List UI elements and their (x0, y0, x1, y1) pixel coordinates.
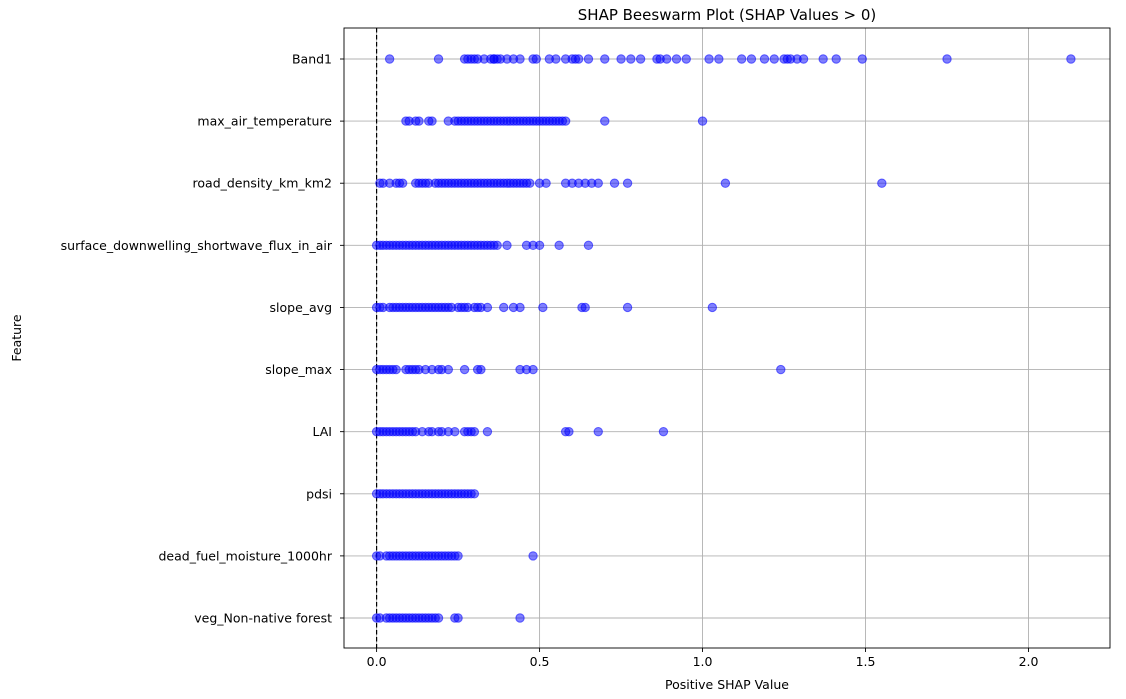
y-tick-label: pdsi (306, 486, 332, 501)
data-point (459, 364, 470, 375)
data-point (798, 54, 809, 64)
data-point (427, 116, 437, 126)
data-point (433, 613, 444, 623)
chart-title: SHAP Beeswarm Plot (SHAP Values > 0) (578, 6, 876, 24)
data-point (469, 489, 480, 499)
data-point (736, 54, 747, 64)
data-point (560, 116, 571, 126)
x-tick-label: 1.0 (693, 654, 713, 669)
data-point (554, 240, 564, 251)
data-point (531, 54, 542, 64)
x-axis-title: Positive SHAP Value (665, 677, 789, 692)
data-point (502, 240, 512, 251)
x-tick-label: 0.5 (530, 654, 550, 669)
data-point (746, 54, 757, 64)
data-point (671, 54, 682, 64)
data-point (1066, 54, 1076, 64)
data-point (609, 178, 620, 188)
data-point (583, 54, 594, 64)
data-point (573, 54, 584, 64)
data-point (551, 54, 561, 64)
data-point (515, 613, 525, 623)
data-point (759, 54, 770, 64)
data-point (476, 364, 486, 375)
data-point (593, 178, 603, 188)
data-point (622, 302, 633, 313)
data-point (662, 54, 672, 64)
data-point (482, 426, 493, 437)
data-point (534, 240, 545, 251)
plot-frame (343, 27, 1111, 649)
x-tick-label: 2.0 (1019, 654, 1039, 669)
data-point (635, 54, 646, 64)
data-point (704, 54, 714, 64)
data-point (414, 116, 424, 126)
data-point (831, 54, 841, 64)
data-point (877, 178, 887, 188)
data-point (492, 240, 502, 251)
y-axis-ticks: Band1 max_air_temperature road_density_km_… (61, 52, 344, 626)
y-tick-label: slope_avg (270, 300, 333, 315)
data-point (942, 54, 952, 64)
y-axis-title: Feature (9, 314, 24, 362)
y-tick-label: max_air_temperature (197, 114, 332, 129)
points-layer (371, 54, 1076, 623)
x-tick-label: 1.5 (856, 654, 876, 669)
data-point (443, 364, 454, 375)
data-point (397, 178, 408, 188)
y-tick-label: dead_fuel_moisture_1000hr (158, 548, 332, 563)
data-point (541, 178, 551, 188)
data-point (433, 54, 444, 64)
x-axis-ticks: 0.0 0.5 1.0 1.5 2.0 (367, 648, 1039, 669)
data-point (776, 364, 786, 375)
data-point (720, 178, 731, 188)
data-point (564, 426, 574, 437)
data-point (593, 426, 603, 437)
data-point (499, 302, 509, 313)
data-point (622, 178, 633, 188)
data-point (391, 364, 401, 375)
data-point (697, 116, 708, 126)
data-point (658, 426, 669, 437)
data-point (525, 178, 535, 188)
y-tick-label: slope_max (265, 362, 332, 377)
data-point (583, 240, 594, 251)
data-point (600, 54, 610, 64)
data-point (482, 302, 493, 313)
data-point (707, 302, 718, 313)
data-point (528, 364, 538, 375)
data-point (616, 54, 626, 64)
data-point (600, 116, 610, 126)
data-point (384, 54, 395, 64)
data-point (580, 302, 590, 313)
data-point (450, 426, 460, 437)
x-tick-label: 0.0 (367, 654, 387, 669)
data-point (453, 613, 463, 623)
y-tick-label: veg_Non-native forest (194, 611, 332, 626)
y-tick-label: LAI (313, 424, 333, 439)
data-point (515, 54, 525, 64)
data-point (769, 54, 779, 64)
data-point (538, 302, 548, 313)
data-point (818, 54, 828, 64)
data-point (714, 54, 724, 64)
data-point (857, 54, 867, 64)
data-point (626, 54, 636, 64)
data-point (515, 302, 525, 313)
data-point (681, 54, 691, 64)
data-point (528, 551, 538, 561)
data-point (469, 426, 480, 437)
data-point (453, 551, 463, 561)
y-tick-label: road_density_km_km2 (193, 176, 332, 191)
y-tick-label: surface_downwelling_shortwave_flux_in_ai… (61, 238, 333, 253)
y-tick-label: Band1 (292, 52, 332, 67)
